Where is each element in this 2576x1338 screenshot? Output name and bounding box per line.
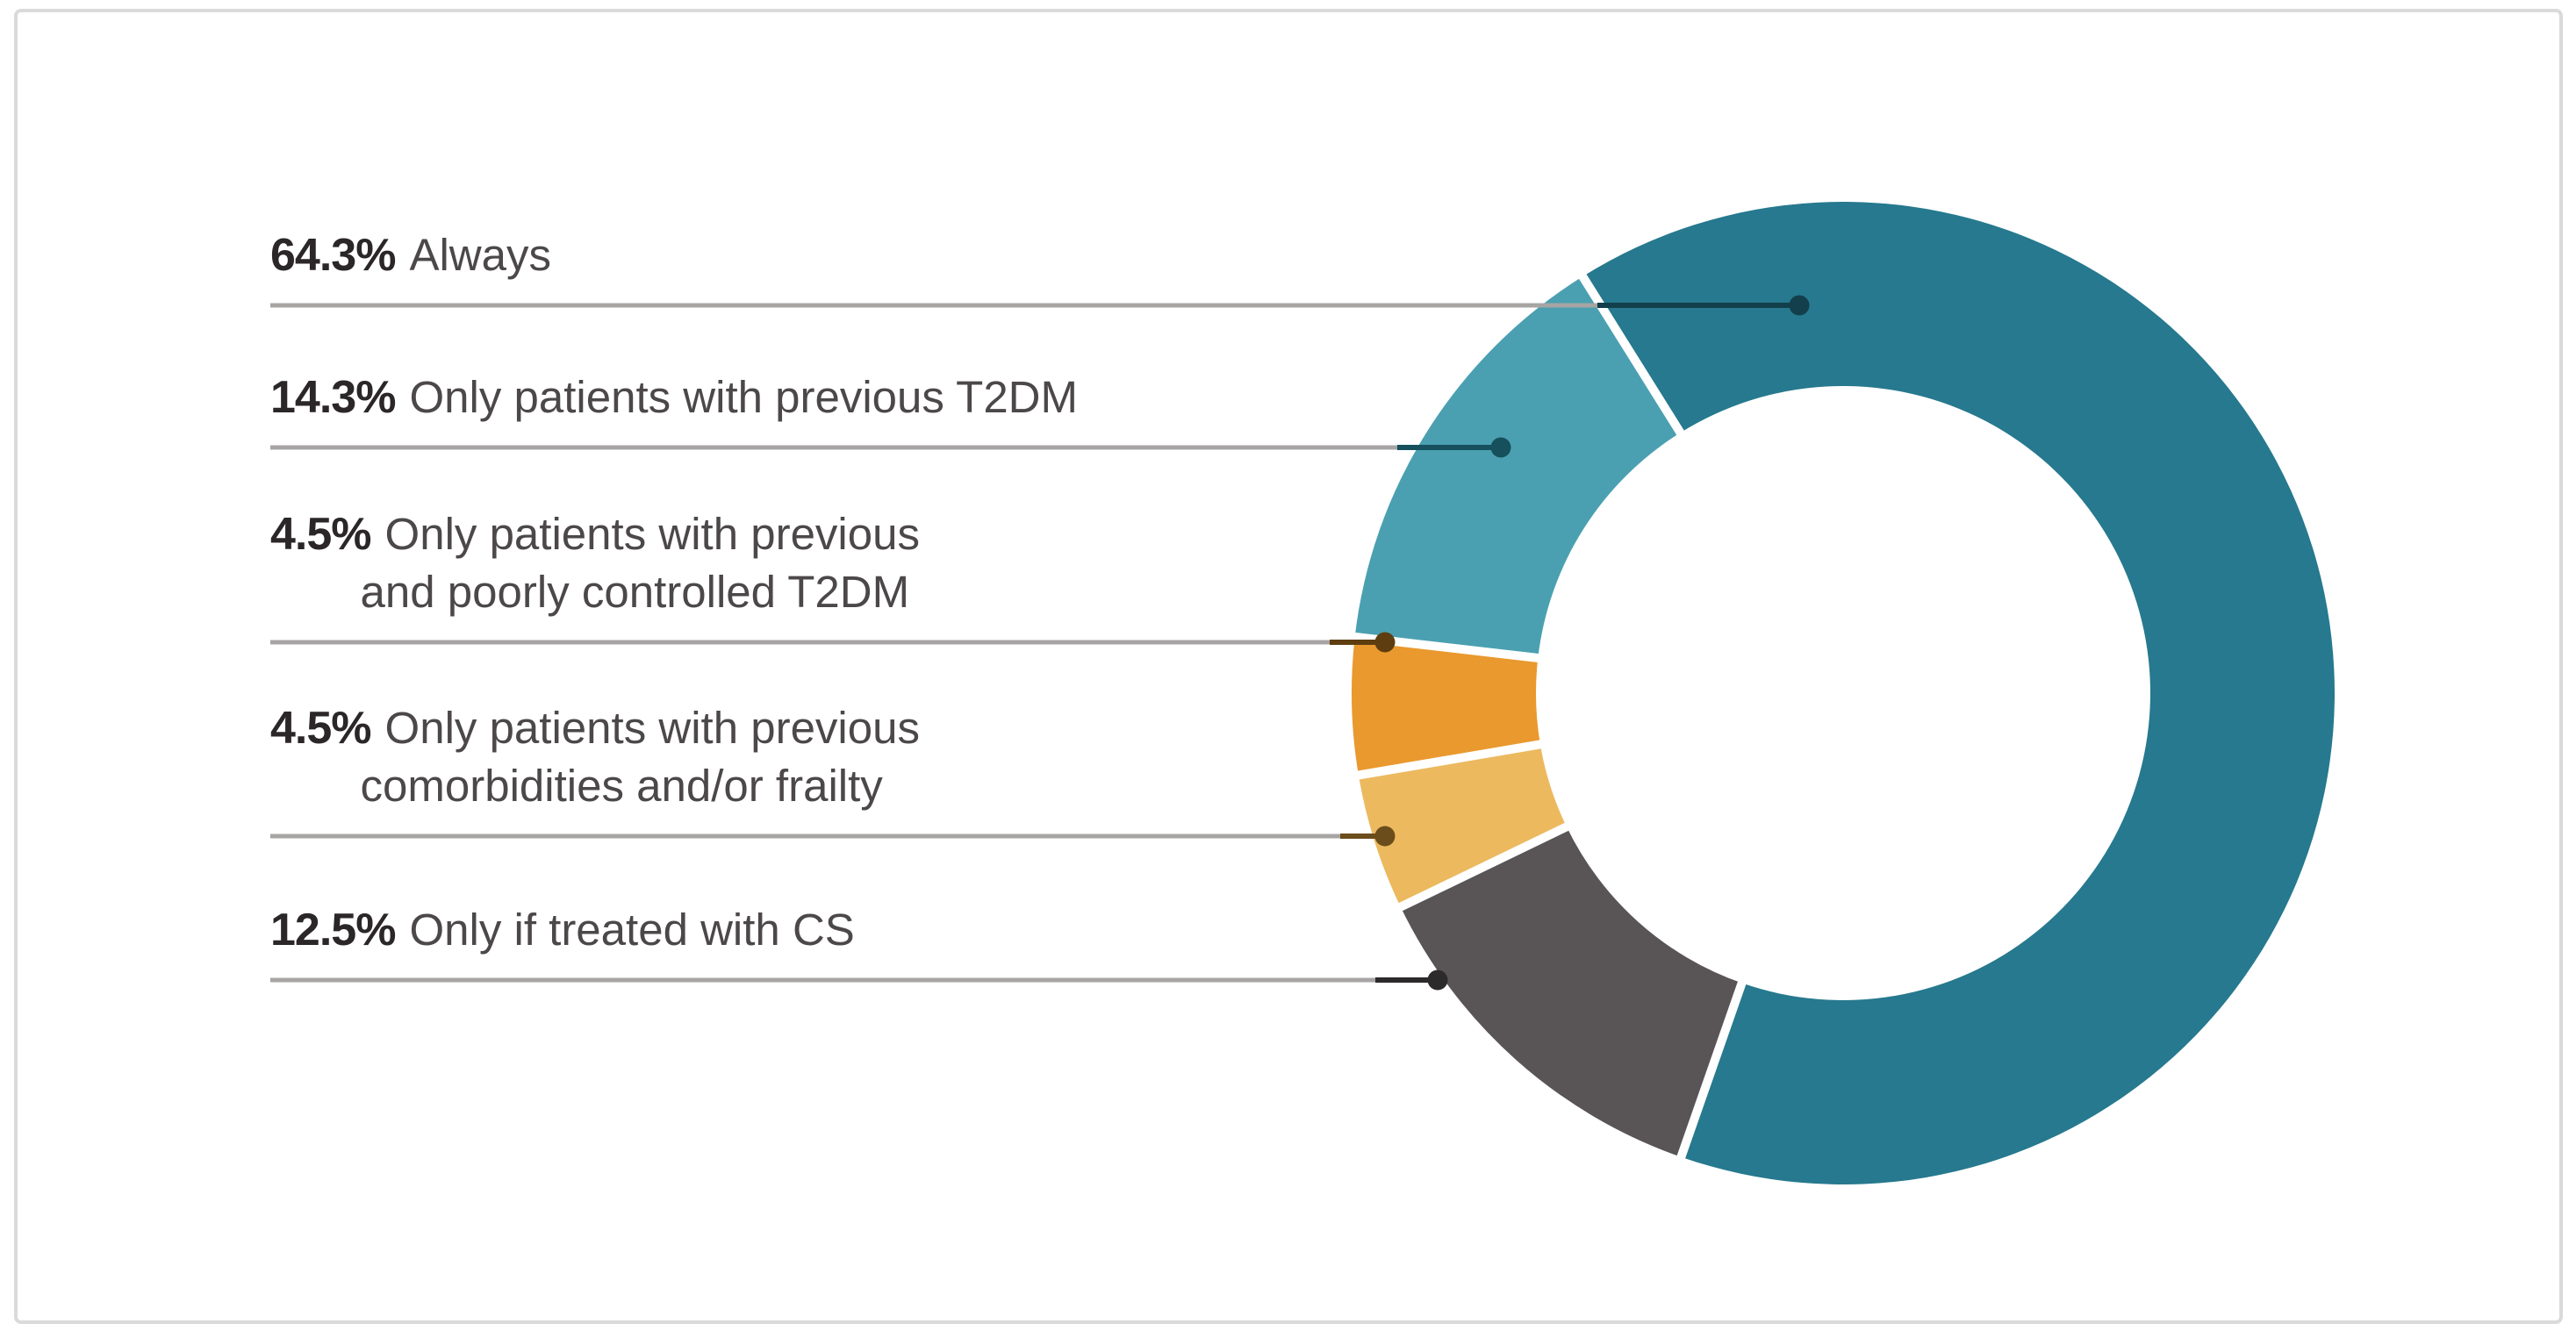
legend-label: Only patients with previous comorbidities… <box>361 699 920 815</box>
legend-percentage: 64.3% <box>270 230 396 281</box>
legend-label: Always <box>409 226 551 284</box>
callout-dot <box>1490 437 1511 458</box>
legend-item: 14.3% Only patients with previous T2DM <box>270 368 1078 426</box>
legend-label-line: Always <box>409 230 551 280</box>
legend-item: 4.5% Only patients with previous and poorl… <box>270 505 920 621</box>
legend-label-line: comorbidities and/or frailty <box>360 761 883 811</box>
donut-segment <box>1352 636 1540 776</box>
legend-item: 12.5% Only if treated with CS <box>270 901 855 959</box>
legend-percentage: 4.5% <box>270 509 372 560</box>
callout <box>270 826 1396 847</box>
legend-item: 4.5% Only patients with previous comorbidi… <box>270 699 920 815</box>
donut-segment <box>1354 276 1681 658</box>
legend-label: Only patients with previous T2DM <box>409 368 1078 426</box>
legend-label: Only if treated with CS <box>409 901 854 959</box>
legend-label-line: Only patients with previous T2DM <box>409 372 1078 422</box>
callout <box>270 295 1810 316</box>
segment-separator <box>1575 268 1689 441</box>
segment-separator <box>1675 975 1748 1165</box>
donut-segment <box>1358 744 1567 907</box>
segment-separator <box>1351 739 1548 781</box>
callout <box>270 970 1448 991</box>
legend-percentage: 14.3% <box>270 372 396 423</box>
callout-dot <box>1789 295 1810 316</box>
legend-label: Only patients with previous and poorly co… <box>361 505 920 621</box>
donut-segment <box>1582 202 2335 1184</box>
legend-percentage: 4.5% <box>270 703 372 754</box>
legend-item: 64.3% Always <box>270 226 551 284</box>
callout-dot <box>1427 970 1448 991</box>
callout <box>270 632 1396 653</box>
segment-separator <box>1392 819 1575 914</box>
legend-label-line: Only patients with previous <box>384 509 920 559</box>
callout <box>270 437 1511 458</box>
callout-dot <box>1374 826 1396 847</box>
callout-dot <box>1374 632 1396 653</box>
legend-percentage: 12.5% <box>270 905 396 955</box>
legend-label-line: Only patients with previous <box>384 703 920 753</box>
legend-label-line: and poorly controlled T2DM <box>360 567 910 617</box>
legend-label-line: Only if treated with CS <box>409 905 855 955</box>
donut-segment <box>1400 826 1742 1157</box>
figure-card <box>14 9 2563 1324</box>
